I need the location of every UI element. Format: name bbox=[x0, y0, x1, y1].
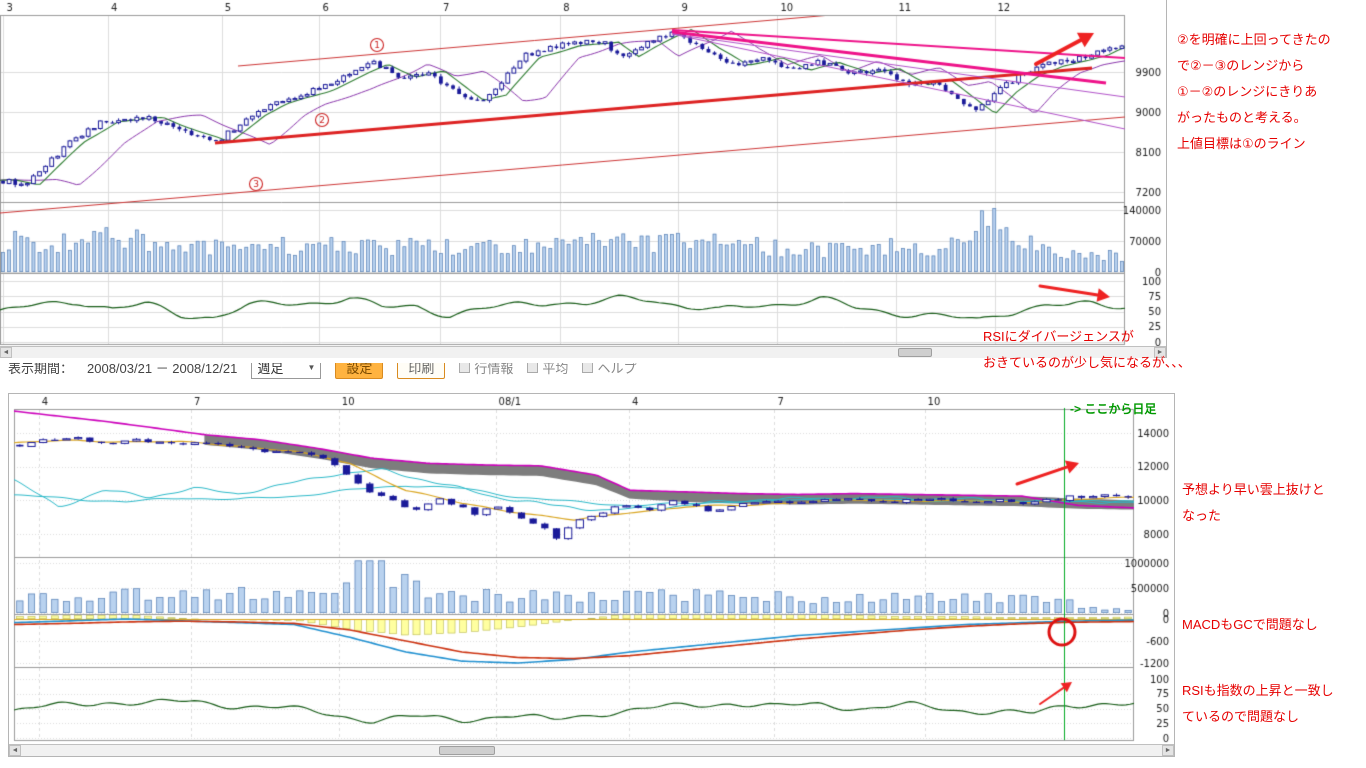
macd-gc-note: MACDもGCで問題なし bbox=[1182, 617, 1318, 632]
period-label: 表示期間： bbox=[8, 363, 74, 376]
rsi-confirm-note: RSIも指数の上昇と一致し ているので問題なし bbox=[1182, 678, 1334, 730]
range-upgrade-note-line4: がったものと考える。 bbox=[1177, 110, 1307, 125]
average-icon bbox=[527, 363, 539, 373]
cloud-break-note-line1: 予想より早い雲上抜けと bbox=[1182, 482, 1325, 497]
weekly-chart-panel: ◄ ► bbox=[8, 393, 1176, 757]
range-upgrade-note-line1: ②を明確に上回ってきたの bbox=[1177, 32, 1331, 47]
chevron-down-icon: ▼ bbox=[307, 363, 316, 372]
daily-chart-canvas[interactable] bbox=[0, 0, 1167, 346]
daily-chart-hscrollbar-thumb[interactable] bbox=[898, 348, 932, 357]
scroll-right-icon[interactable]: ► bbox=[1154, 347, 1166, 358]
scroll-left-icon[interactable]: ◄ bbox=[9, 745, 21, 756]
range-upgrade-note-line2: で②－③のレンジから bbox=[1177, 58, 1305, 73]
daily-start-note: -> ここから日足 bbox=[1070, 402, 1157, 416]
print-button[interactable]: 印刷 bbox=[397, 363, 446, 379]
cloud-break-note-line2: なった bbox=[1182, 508, 1222, 523]
weekly-chart-hscrollbar-thumb[interactable] bbox=[439, 746, 495, 755]
rsi-divergence-note: RSIにダイバージェンスが おきているのが少し気になるが、、、 bbox=[983, 324, 1191, 376]
scroll-right-icon[interactable]: ► bbox=[1162, 745, 1174, 756]
rsi-confirm-note-line1: RSIも指数の上昇と一致し bbox=[1182, 683, 1334, 698]
timeframe-value: 週足 bbox=[257, 363, 284, 376]
help-link-label: ヘルプ bbox=[597, 363, 637, 376]
chart-toolbar: 表示期間： 2008/03/21 － 2008/12/21 週足 ▼ 設定 印刷… bbox=[8, 363, 1068, 388]
average-toggle[interactable]: 平均 bbox=[527, 363, 568, 377]
cloud-break-note: 予想より早い雲上抜けと なった bbox=[1182, 477, 1325, 529]
help-link[interactable]: ヘルプ bbox=[582, 363, 636, 377]
daily-chart-hscrollbar[interactable]: ◄ ► bbox=[0, 346, 1166, 358]
info-icon bbox=[459, 363, 471, 373]
help-icon bbox=[582, 363, 594, 373]
daily-chart-panel: ◄ ► bbox=[0, 0, 1167, 358]
rsi-divergence-note-line1: RSIにダイバージェンスが bbox=[983, 329, 1134, 344]
range-upgrade-note: ②を明確に上回ってきたの で②－③のレンジから ①－②のレンジにきりあ がったも… bbox=[1177, 27, 1331, 157]
weekly-chart-canvas[interactable] bbox=[9, 394, 1176, 744]
weekly-chart-hscrollbar[interactable]: ◄ ► bbox=[9, 744, 1174, 756]
range-upgrade-note-line3: ①－②のレンジにきりあ bbox=[1177, 84, 1318, 99]
range-upgrade-note-line5: 上値目標は①のライン bbox=[1177, 136, 1306, 151]
period-value: 2008/03/21 － 2008/12/21 bbox=[87, 363, 238, 376]
info-toggle[interactable]: 行情報 bbox=[459, 363, 513, 377]
timeframe-select[interactable]: 週足 ▼ bbox=[251, 363, 322, 379]
chart-toolbar-inner: 表示期間： 2008/03/21 － 2008/12/21 週足 ▼ 設定 印刷… bbox=[8, 363, 1068, 379]
average-toggle-label: 平均 bbox=[542, 363, 569, 376]
scroll-left-icon[interactable]: ◄ bbox=[0, 347, 12, 358]
info-toggle-label: 行情報 bbox=[474, 363, 514, 376]
rsi-confirm-note-line2: ているので問題なし bbox=[1182, 709, 1300, 724]
settings-button[interactable]: 設定 bbox=[335, 363, 384, 379]
rsi-divergence-note-line2: おきているのが少し気になるが、、、 bbox=[983, 355, 1191, 370]
